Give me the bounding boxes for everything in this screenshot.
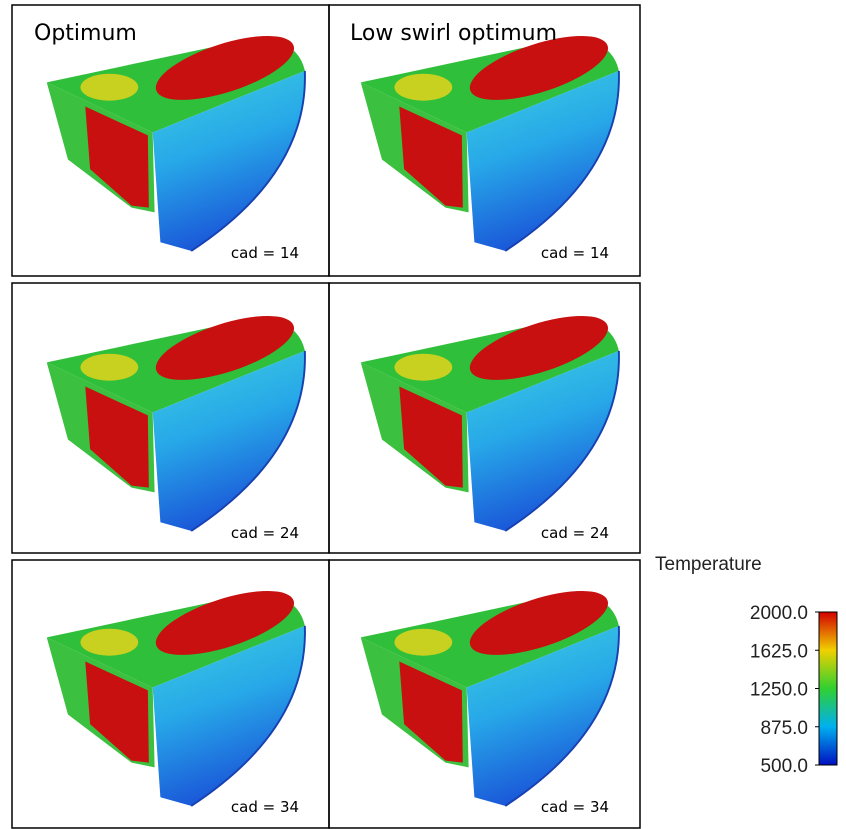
panel-label: cad = 34 (541, 798, 609, 816)
colorbar-tick-label: 2000.0 (750, 603, 808, 624)
colorbar-tick-label: 1250.0 (750, 680, 808, 701)
colorbar (818, 611, 838, 766)
column-title: Optimum (34, 21, 137, 46)
colorbar-tick-label: 500.0 (760, 756, 808, 777)
panel-label: cad = 34 (231, 798, 299, 816)
panel-label: cad = 24 (541, 524, 609, 542)
panel-frames (11, 4, 641, 829)
panel-label: cad = 14 (541, 244, 609, 262)
colorbar-title: Temperature (655, 554, 762, 575)
panel-label: cad = 24 (231, 524, 299, 542)
panel-label: cad = 14 (231, 244, 299, 262)
column-title: Low swirl optimum (350, 21, 557, 46)
renders (45, 21, 620, 807)
colorbar-tick-label: 875.0 (760, 718, 808, 739)
colorbar-tick-label: 1625.0 (750, 641, 808, 662)
